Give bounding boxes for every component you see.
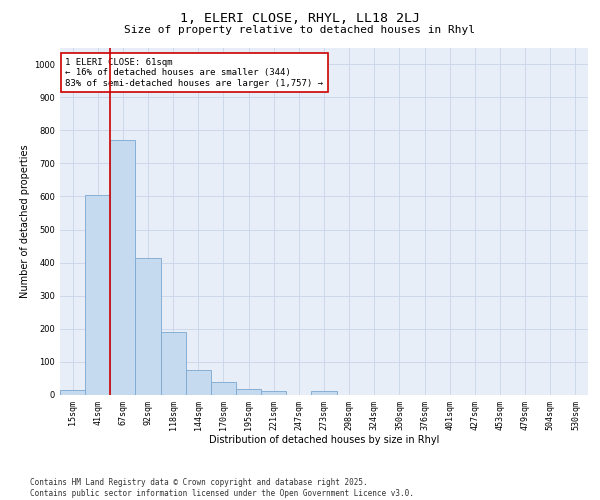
Bar [161,332,186,395]
Bar [136,258,161,395]
Bar [211,382,236,395]
Text: Contains HM Land Registry data © Crown copyright and database right 2025.
Contai: Contains HM Land Registry data © Crown c… [30,478,414,498]
Bar [60,390,85,395]
Bar [110,140,136,395]
Bar [236,389,261,395]
Bar [261,390,286,395]
X-axis label: Distribution of detached houses by size in Rhyl: Distribution of detached houses by size … [209,436,439,446]
Text: 1 ELERI CLOSE: 61sqm
← 16% of detached houses are smaller (344)
83% of semi-deta: 1 ELERI CLOSE: 61sqm ← 16% of detached h… [65,58,323,88]
Bar [311,391,337,395]
Text: 1, ELERI CLOSE, RHYL, LL18 2LJ: 1, ELERI CLOSE, RHYL, LL18 2LJ [180,12,420,26]
Y-axis label: Number of detached properties: Number of detached properties [20,144,30,298]
Bar [85,195,110,395]
Bar [186,370,211,395]
Text: Size of property relative to detached houses in Rhyl: Size of property relative to detached ho… [125,25,476,35]
